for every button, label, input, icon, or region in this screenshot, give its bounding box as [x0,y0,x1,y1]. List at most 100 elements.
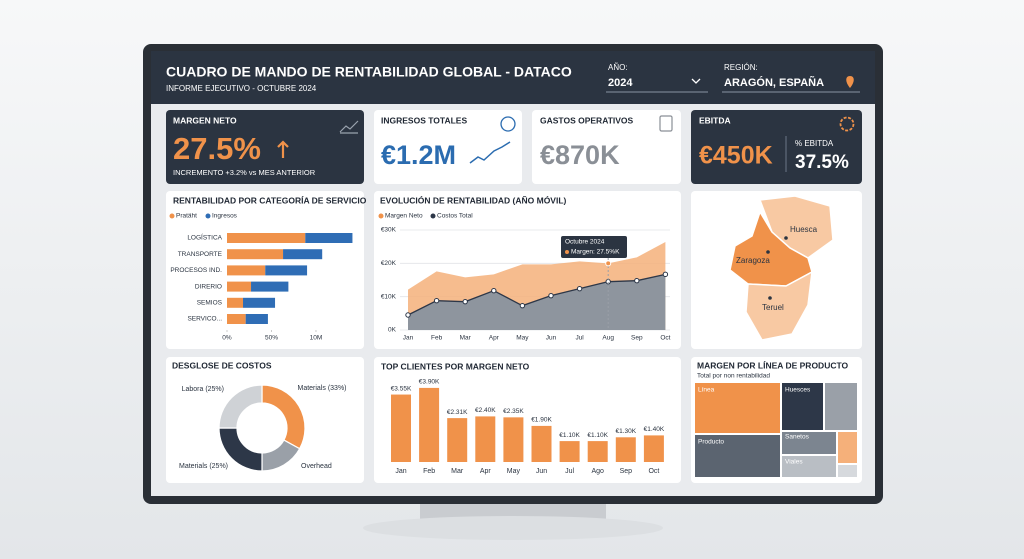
dashboard-subtitle: INFORME EJECUTIVO - OCTUBRE 2024 [166,84,317,93]
kpi-sub-label: % EBITDA [795,139,834,148]
x-tick-label: Apr [480,468,492,475]
treemap-label: Producto [698,439,724,446]
bar-segment [251,281,289,292]
y-tick-label: €10K [381,293,397,300]
treemap-tile[interactable] [782,432,836,454]
year-chevron[interactable] [691,78,701,84]
legend-label: Ingresos [212,213,238,220]
bar [503,417,524,462]
treemap-tile[interactable] [695,435,780,477]
treemap-tile[interactable] [838,465,857,477]
x-tick-label: Feb [423,468,435,475]
kpi-card [374,110,522,184]
map-region[interactable] [745,270,813,341]
y-tick-label: TRANSPORTE [178,251,223,258]
x-tick-label: Ago [591,468,604,475]
point [491,287,497,294]
legend-label: Pratäht [176,213,197,220]
kpi-sub-value: 37.5% [795,152,849,173]
chart-title: TOP CLIENTES POR MARGEN NETO [381,361,530,371]
chart-title: EVOLUCIÓN DE RENTABILIDAD (AÑO MÓVIL) [380,194,567,205]
bar-segment [227,233,306,243]
chart-title: RENTABILIDAD POR CATEGORÍA DE SERVICIO [173,195,367,205]
y-tick-label: DIRERIO [195,283,222,290]
bar-segment [227,297,244,308]
bar-segment [227,314,246,324]
chart-subtitle: Total por non rentabilidad [697,373,770,380]
bar-segment [227,265,266,276]
treemap-tile[interactable] [782,456,836,477]
kpi-value: €1.2M [381,140,456,170]
legend-label: Costos Total [437,213,473,220]
x-tick-label: Oct [648,468,659,475]
bar-segment [245,314,268,324]
settings-icon[interactable] [839,116,855,132]
slice-label: Labora (25%) [182,386,224,393]
treemap-tile[interactable] [825,383,857,430]
slice-label: Overhead [301,463,332,470]
value-label: €2.35K [503,408,524,415]
legend-swatch [169,213,175,219]
tooltip-swatch [565,250,569,254]
legend-swatch [378,213,384,219]
x-tick-label: Oct [660,335,670,342]
bar [531,425,552,462]
legend-label: Margen Neto [385,213,423,220]
area [408,274,666,330]
bar [587,441,608,462]
bar-segment [227,249,284,260]
x-tick-label: Aug [602,335,614,342]
map-label: Huesca [790,225,818,234]
value-label: €1.10K [559,432,580,439]
y-tick-label: PROCESOS IND. [170,267,222,274]
value-label: €3.90K [419,379,440,386]
value-label: €3.55K [391,385,412,392]
kpi-card [532,110,681,184]
x-tick-label: 50% [265,335,278,342]
region-select[interactable]: ARAGÓN, ESPAÑA [724,76,824,89]
slice-label-box: Materials (33%) [297,385,346,392]
year-select[interactable]: 2024 [608,77,633,89]
bar [559,441,580,462]
treemap-label: Huesces [785,387,811,394]
tooltip-title: Octubre 2024 [565,239,605,246]
chart-title: DESGLOSE DE COSTOS [172,360,272,370]
map-city [768,296,772,300]
location-pin[interactable] [846,76,854,88]
map-label: Teruel [762,303,784,312]
bar-segment [283,249,323,260]
x-tick-label: Jan [403,335,414,342]
kpi-card [691,110,862,184]
chart-title: MARGEN POR LÍNEA DE PRODUCTO [697,360,849,370]
x-tick-label: Jan [395,468,406,475]
slice-label: Materials (25%) [179,463,228,470]
up-arrow [277,140,289,158]
kpi-title: EBITDA [699,115,731,125]
bar [447,418,468,462]
point [519,302,526,309]
x-tick-label: 0% [222,335,232,342]
x-tick-label: Sep [631,335,643,342]
bar [475,416,496,462]
kpi-title: MARGEN NETO [173,115,237,125]
value-label: €1.10K [587,432,608,439]
point [433,297,440,304]
value-label: €2.40K [475,407,496,414]
x-tick-label: Feb [431,335,443,342]
bar-segment [305,233,353,243]
point [634,277,640,284]
monitor-base [363,516,663,540]
tooltip [561,236,627,258]
kpi-title: GASTOS OPERATIVOS [540,115,634,125]
legend-swatch [205,213,211,219]
y-tick-label: €20K [381,260,397,267]
treemap-tile[interactable] [782,383,823,430]
treemap-tile[interactable] [838,432,857,463]
y-tick-label: €30K [381,227,397,234]
kpi-value: €450K [699,142,773,170]
treemap-tile[interactable] [695,383,780,433]
value-label: €1.40K [644,426,665,433]
map-city [784,236,788,240]
